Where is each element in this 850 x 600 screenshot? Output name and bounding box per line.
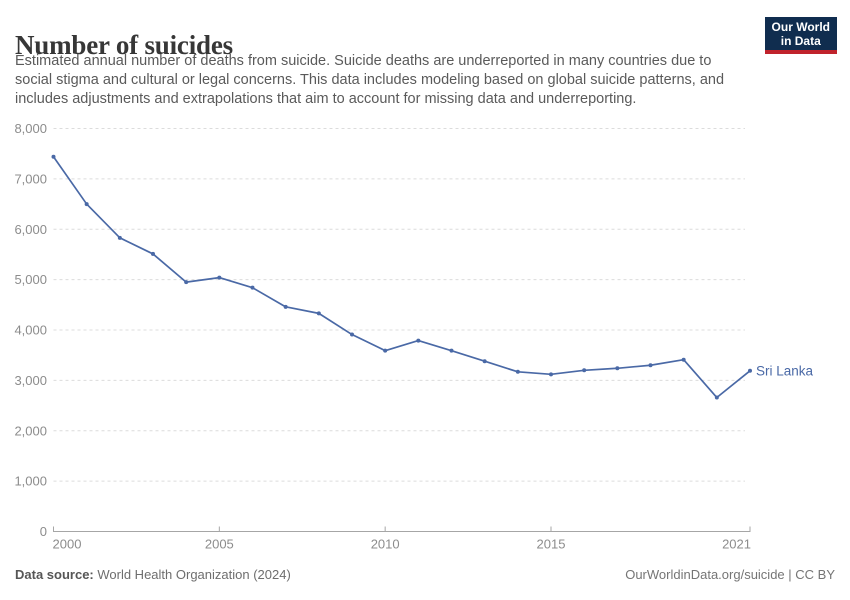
- subtitle-line: includes adjustments and extrapolations …: [15, 91, 637, 107]
- chart-footer: Data source: World Health Organization (…: [15, 567, 835, 582]
- data-point[interactable]: [217, 275, 222, 280]
- data-point[interactable]: [51, 154, 56, 159]
- owid-logo-line2: in Data: [780, 34, 821, 48]
- license-credit[interactable]: OurWorldinData.org/suicide | CC BY: [625, 567, 835, 582]
- x-tick-label: 2000: [53, 537, 82, 552]
- data-point[interactable]: [416, 338, 421, 343]
- data-point[interactable]: [383, 348, 388, 353]
- x-tick-label: 2005: [205, 537, 234, 552]
- data-source-value: World Health Organization (2024): [93, 567, 291, 582]
- data-point[interactable]: [648, 363, 653, 368]
- data-point[interactable]: [681, 357, 686, 362]
- data-source: Data source: World Health Organization (…: [15, 567, 291, 582]
- x-tick-label: 2015: [537, 537, 566, 552]
- data-point[interactable]: [117, 235, 122, 240]
- data-point[interactable]: [714, 395, 719, 400]
- data-point[interactable]: [449, 348, 454, 353]
- page-title: Number of suicides: [15, 30, 233, 61]
- y-tick-label: 5,000: [14, 272, 47, 287]
- y-tick-label: 1,000: [14, 474, 47, 489]
- owid-logo[interactable]: Our World in Data: [764, 17, 837, 54]
- entity-label: Sri Lanka: [756, 363, 814, 378]
- data-point[interactable]: [582, 368, 587, 373]
- data-source-label: Data source:: [15, 567, 94, 582]
- x-tick-label: 2010: [371, 537, 400, 552]
- subtitle-line: Estimated annual number of deaths from s…: [15, 53, 712, 69]
- y-tick-label: 0: [40, 524, 47, 539]
- y-tick-label: 3,000: [14, 373, 47, 388]
- chart-subtitle: Estimated annual number of deaths from s…: [15, 52, 724, 109]
- subtitle-line: social stigma and cultural or legal conc…: [15, 72, 725, 88]
- owid-logo-line1: Our World: [771, 20, 830, 34]
- data-point[interactable]: [549, 372, 553, 377]
- x-tick-label: 2021: [722, 537, 751, 552]
- data-point[interactable]: [615, 366, 620, 371]
- data-point[interactable]: [184, 280, 189, 285]
- data-point[interactable]: [482, 359, 487, 364]
- y-tick-label: 7,000: [14, 171, 47, 186]
- data-point[interactable]: [151, 251, 155, 256]
- data-point[interactable]: [350, 332, 354, 337]
- data-line[interactable]: [52, 155, 751, 399]
- y-tick-label: 8,000: [14, 121, 47, 136]
- y-tick-label: 6,000: [14, 222, 47, 237]
- y-tick-label: 2,000: [14, 423, 47, 438]
- data-point[interactable]: [84, 202, 89, 207]
- y-tick-label: 4,000: [14, 323, 47, 338]
- data-point[interactable]: [515, 369, 520, 374]
- data-point[interactable]: [316, 311, 321, 316]
- data-point[interactable]: [250, 285, 255, 290]
- data-point[interactable]: [283, 304, 288, 309]
- data-point[interactable]: [748, 368, 752, 373]
